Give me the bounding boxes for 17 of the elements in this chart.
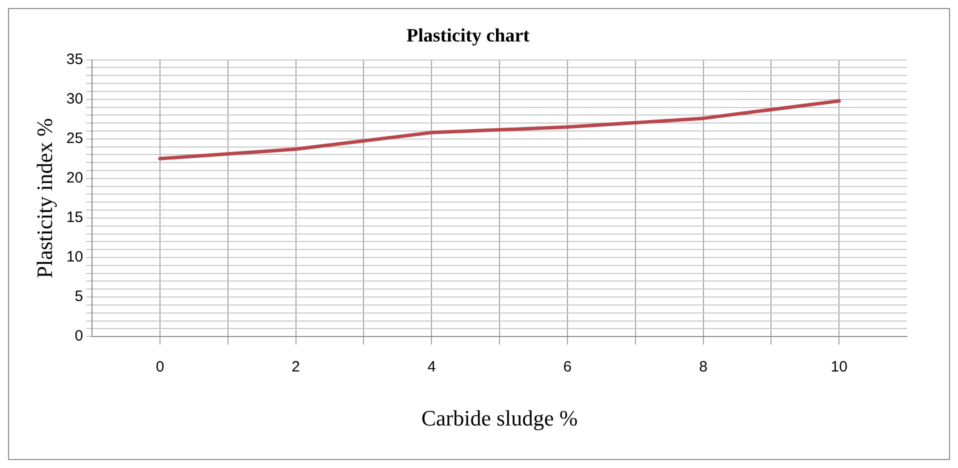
x-tick-label: 0 (156, 358, 164, 376)
x-tick-label: 4 (427, 358, 436, 376)
x-tick-label: 10 (830, 358, 848, 376)
y-tick-label: 35 (66, 50, 84, 68)
y-tick-label: 5 (74, 288, 84, 306)
x-tick-label: 8 (699, 358, 708, 376)
y-tick-label: 30 (66, 90, 84, 108)
y-axis-title: Plasticity index % (32, 118, 57, 278)
y-tick-label: 0 (74, 328, 84, 345)
y-tick-label: 10 (66, 248, 84, 266)
x-tick-label: 6 (563, 358, 572, 376)
chart-title: Plasticity chart (406, 25, 530, 46)
y-tick-label: 20 (66, 170, 84, 187)
x-axis-title: Carbide sludge % (421, 406, 578, 431)
y-tick-label: 15 (66, 209, 84, 226)
x-tick-label: 2 (292, 358, 300, 376)
y-tick-label: 25 (66, 130, 84, 148)
